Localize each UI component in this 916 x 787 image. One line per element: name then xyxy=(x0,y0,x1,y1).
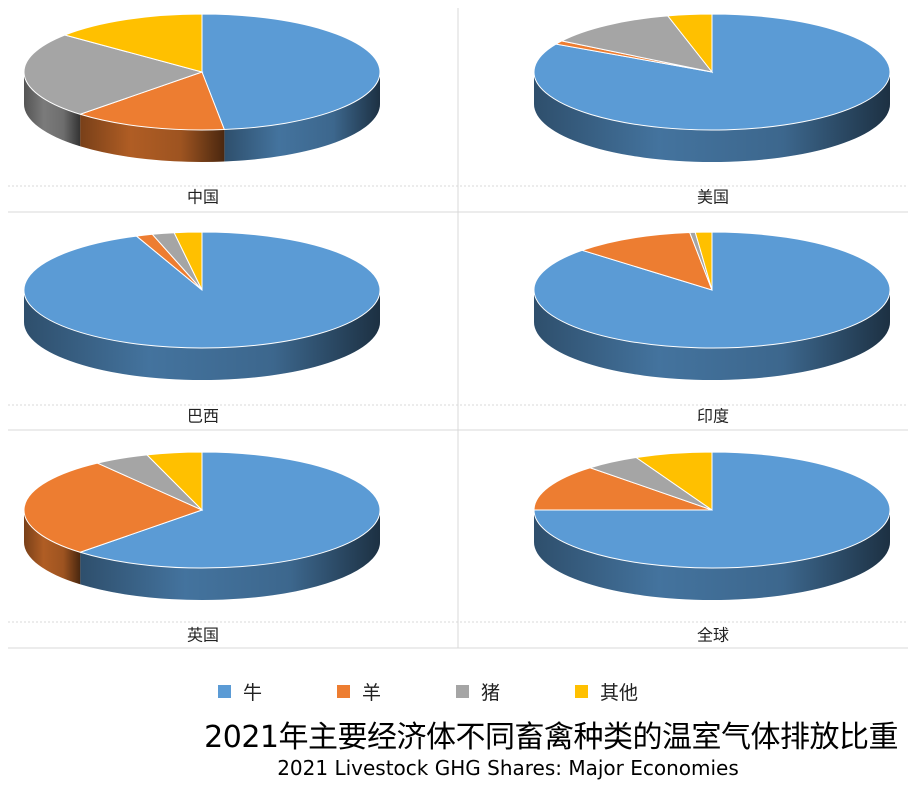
pie-slice-全球-羊 xyxy=(533,467,713,511)
pie-slice-巴西-其他 xyxy=(173,231,203,291)
pie-label-1: 美国 xyxy=(697,188,729,207)
legend-item-pig: 猪 xyxy=(456,678,500,705)
pie-side-shade xyxy=(534,72,890,162)
pie-4: 英国 xyxy=(23,451,381,645)
legend-label-sheep: 羊 xyxy=(362,682,382,704)
pie-0: 中国 xyxy=(23,13,381,207)
pie-slice-美国-其他 xyxy=(666,13,713,74)
pie-slice-中国-其他 xyxy=(63,13,203,73)
pie-side-shade xyxy=(80,510,381,600)
legend-label-other: 其他 xyxy=(600,682,639,704)
pie-label-0: 中国 xyxy=(187,188,219,207)
legend-label-pig: 猪 xyxy=(481,682,501,704)
pie-slice-英国-牛 xyxy=(78,451,381,569)
legend-swatch-sheep xyxy=(337,685,350,698)
legend-item-sheep: 羊 xyxy=(337,678,381,705)
pie-slice-全球-牛 xyxy=(533,451,891,569)
legend-swatch-pig xyxy=(456,685,469,698)
panel-grid-lines xyxy=(8,8,908,649)
pie-slice-印度-其他 xyxy=(694,231,713,291)
pie-label-5: 全球 xyxy=(697,626,729,645)
pie-slice-中国-猪 xyxy=(23,34,204,115)
pie-side-shade xyxy=(224,72,380,162)
legend: 牛 羊 猪 其他 xyxy=(0,672,916,708)
pie-side-shade xyxy=(534,510,890,600)
pie-slice-中国-牛 xyxy=(201,13,381,131)
pie-label-2: 巴西 xyxy=(187,407,219,426)
pie-slice-英国-羊 xyxy=(23,462,204,553)
pie-side-shade xyxy=(24,290,380,380)
legend-item-other: 其他 xyxy=(575,678,638,705)
pie-slice-美国-牛 xyxy=(533,13,891,131)
pie-side-shade xyxy=(80,114,225,162)
pie-slice-美国-猪 xyxy=(560,15,714,73)
chart-title-english: 2021 Livestock GHG Shares: Major Economi… xyxy=(277,756,739,780)
pie-label-3: 印度 xyxy=(697,407,729,426)
legend-item-cattle: 牛 xyxy=(218,678,262,705)
legend-swatch-other xyxy=(575,685,588,698)
pie-slice-巴西-牛 xyxy=(23,231,381,349)
pie-label-4: 英国 xyxy=(187,626,219,645)
pie-slice-全球-其他 xyxy=(634,451,713,511)
pie-slice-印度-牛 xyxy=(533,231,891,349)
pie-slice-印度-羊 xyxy=(580,231,713,291)
pie-3: 印度 xyxy=(533,231,891,426)
pie-side-shade xyxy=(534,290,890,380)
pie-5: 全球 xyxy=(533,451,891,645)
legend-swatch-cattle xyxy=(218,685,231,698)
chart-title-chinese: 2021年主要经济体不同畜禽种类的温室气体排放比重 xyxy=(204,720,898,755)
pie-2: 巴西 xyxy=(23,231,381,426)
legend-label-cattle: 牛 xyxy=(243,682,263,704)
pie-slice-中国-羊 xyxy=(78,71,226,131)
pie-1: 美国 xyxy=(533,13,891,207)
pie-slice-英国-其他 xyxy=(145,451,203,512)
pie-side-shade xyxy=(24,510,81,585)
pie-side-shade xyxy=(24,72,81,147)
